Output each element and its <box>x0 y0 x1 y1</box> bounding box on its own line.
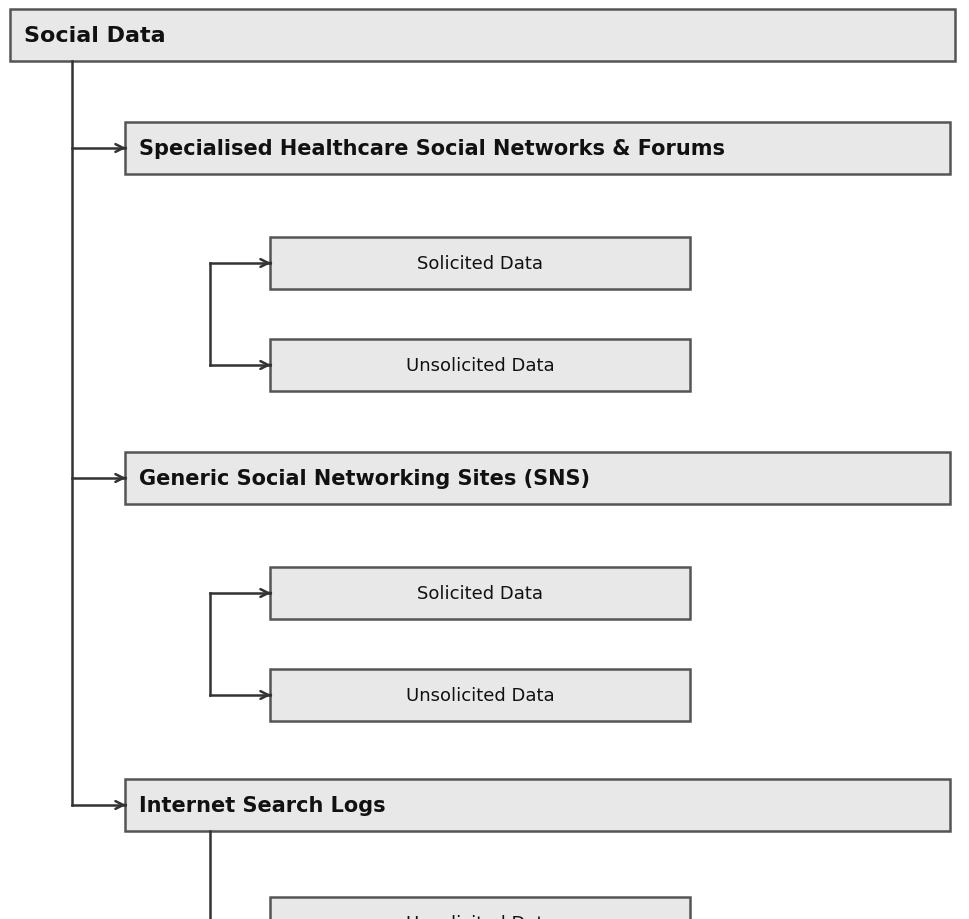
FancyBboxPatch shape <box>270 567 690 619</box>
Text: Internet Search Logs: Internet Search Logs <box>139 795 386 815</box>
Text: Generic Social Networking Sites (SNS): Generic Social Networking Sites (SNS) <box>139 469 590 489</box>
Text: Unsolicited Data: Unsolicited Data <box>406 357 554 375</box>
FancyBboxPatch shape <box>125 452 950 505</box>
Text: Unsolicited Data: Unsolicited Data <box>406 686 554 704</box>
Text: Social Data: Social Data <box>24 26 166 46</box>
FancyBboxPatch shape <box>270 897 690 919</box>
FancyBboxPatch shape <box>125 779 950 831</box>
FancyBboxPatch shape <box>270 238 690 289</box>
FancyBboxPatch shape <box>270 669 690 721</box>
Text: Unsolicited Data: Unsolicited Data <box>406 914 554 919</box>
FancyBboxPatch shape <box>10 10 955 62</box>
Text: Solicited Data: Solicited Data <box>417 584 543 602</box>
Text: Solicited Data: Solicited Data <box>417 255 543 273</box>
FancyBboxPatch shape <box>270 340 690 391</box>
Text: Specialised Healthcare Social Networks & Forums: Specialised Healthcare Social Networks &… <box>139 139 725 159</box>
FancyBboxPatch shape <box>125 123 950 175</box>
